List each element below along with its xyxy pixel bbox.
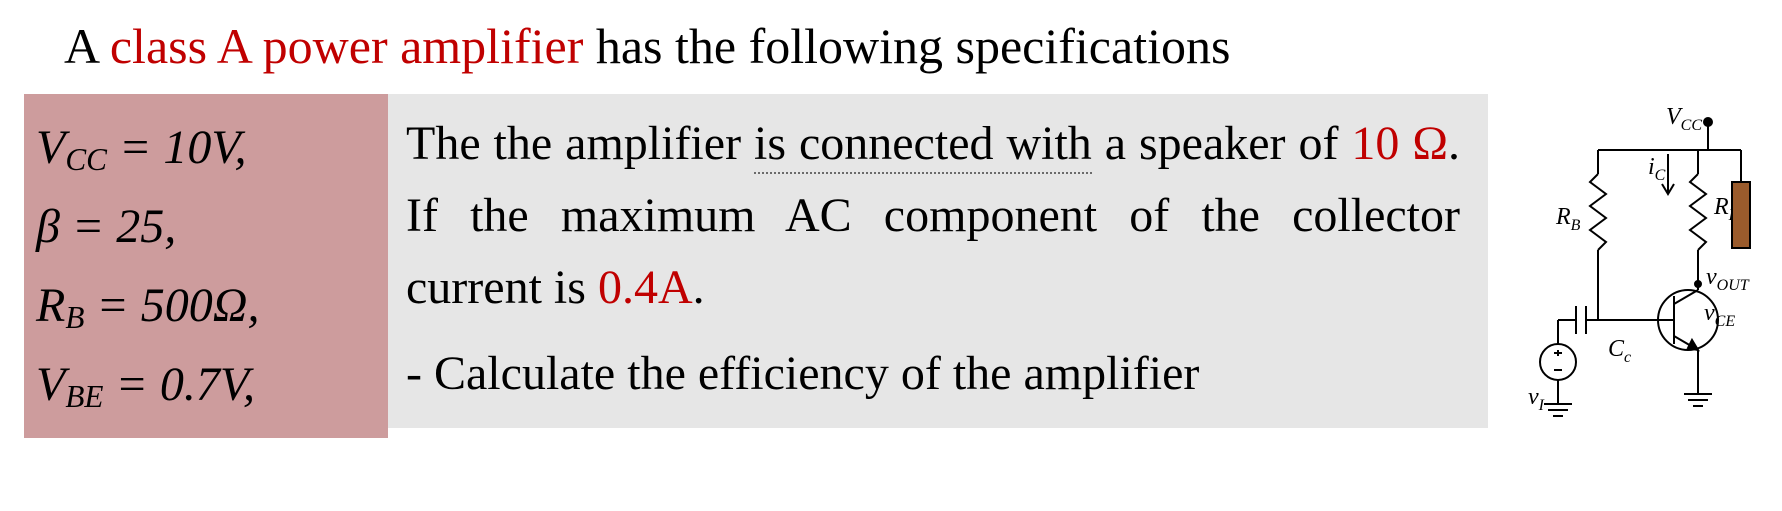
- specs-box: VCC = 10V, β = 25, RB = 500Ω, VBE = 0.7V…: [24, 94, 388, 439]
- problem-paragraph-2: - Calculate the efficiency of the amplif…: [406, 338, 1460, 410]
- spec-vbe-rhs: = 0.7V,: [103, 358, 255, 411]
- circuit-svg: VCC RB iC: [1498, 94, 1758, 474]
- body-p1c: a speaker of: [1092, 117, 1352, 170]
- spec-vcc: VCC = 10V,: [36, 108, 376, 187]
- spec-rb-sub: B: [65, 300, 84, 335]
- spec-rb-sym: R: [36, 279, 65, 332]
- problem-body: The the amplifier is connected with a sp…: [388, 94, 1488, 428]
- lbl-vout: v: [1706, 264, 1717, 290]
- lbl-ic-sub: C: [1655, 167, 1666, 184]
- lbl-vce: v: [1704, 300, 1715, 326]
- body-p1f-red: 0.4A: [598, 261, 693, 314]
- circuit-diagram: VCC RB iC: [1488, 94, 1758, 474]
- spec-beta-rhs: = 25,: [60, 200, 176, 253]
- lbl-cc: C: [1608, 336, 1625, 362]
- problem-paragraph-1: The the amplifier is connected with a sp…: [406, 108, 1460, 324]
- body-p1a: The the amplifier: [406, 117, 754, 170]
- problem-title: A class A power amplifier has the follow…: [24, 18, 1758, 76]
- lbl-vcc-sub: CC: [1681, 117, 1703, 134]
- spec-vcc-sym: V: [36, 121, 65, 174]
- svg-text:vOUT: vOUT: [1706, 264, 1750, 294]
- title-part-2-highlight: class A power amplifier: [110, 18, 584, 74]
- spec-vbe: VBE = 0.7V,: [36, 345, 376, 424]
- spec-beta-sym: β: [36, 200, 60, 253]
- lbl-rl: R: [1713, 194, 1729, 220]
- lbl-rb-sub: B: [1571, 217, 1581, 234]
- lbl-rb: R: [1555, 204, 1571, 230]
- spec-rb-rhs: = 500Ω,: [84, 279, 259, 332]
- body-p1d-red: 10 Ω: [1351, 117, 1448, 170]
- svg-text:Cc: Cc: [1608, 336, 1631, 366]
- content-row: VCC = 10V, β = 25, RB = 500Ω, VBE = 0.7V…: [24, 94, 1758, 474]
- lbl-vi: v: [1528, 384, 1539, 410]
- svg-text:vCE: vCE: [1704, 300, 1735, 330]
- spec-rb: RB = 500Ω,: [36, 266, 376, 345]
- problem-slide: A class A power amplifier has the follow…: [0, 0, 1782, 511]
- lbl-vi-sub: I: [1538, 397, 1545, 414]
- svg-text:RB: RB: [1555, 204, 1581, 234]
- spec-beta: β = 25,: [36, 187, 376, 266]
- title-part-1: A: [64, 18, 110, 74]
- svg-text:iC: iC: [1648, 154, 1666, 184]
- spec-vbe-sub: BE: [65, 379, 103, 414]
- lbl-cc-sub: c: [1624, 349, 1631, 366]
- body-p1g: .: [693, 261, 705, 314]
- body-p1b-dotted: is connected with: [754, 117, 1092, 174]
- svg-text:VCC: VCC: [1666, 104, 1702, 134]
- title-part-3: has the following specifications: [583, 18, 1230, 74]
- svg-text:vI: vI: [1528, 384, 1545, 414]
- lbl-vout-sub: OUT: [1717, 277, 1750, 294]
- spec-vcc-rhs: = 10V,: [107, 121, 247, 174]
- spec-vcc-sub: CC: [65, 141, 107, 176]
- lbl-vce-sub: CE: [1715, 313, 1736, 330]
- spec-vbe-sym: V: [36, 358, 65, 411]
- lbl-ic: i: [1648, 154, 1655, 180]
